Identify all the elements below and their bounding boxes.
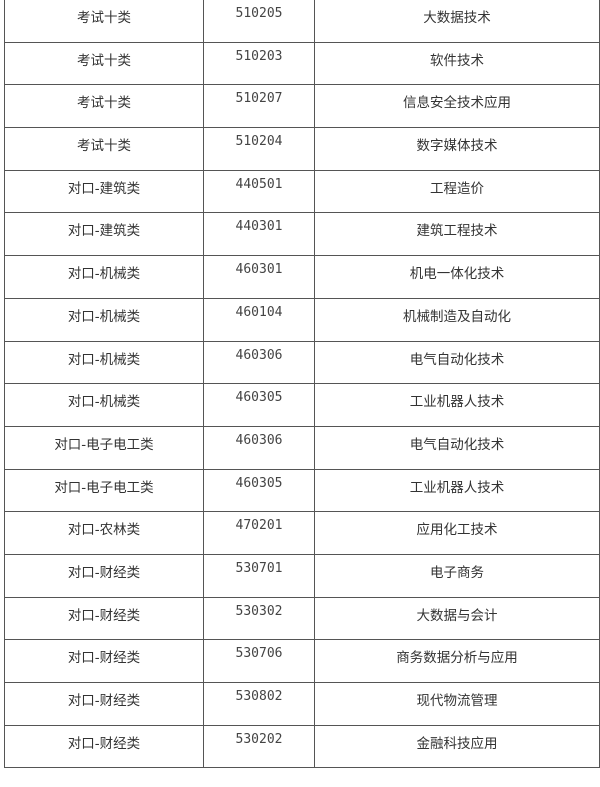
major-cell: 金融科技应用 (314, 724, 600, 769)
major-cell: 大数据技术 (314, 0, 600, 43)
major-cell: 现代物流管理 (314, 682, 600, 726)
major-cell: 工业机器人技术 (314, 468, 600, 513)
table-row: 考试十类 510204 数字媒体技术 (4, 127, 600, 171)
major-cell: 建筑工程技术 (314, 212, 600, 257)
table-row: 对口-建筑类 440501 工程造价 (4, 169, 600, 214)
code-cell: 460104 (203, 297, 315, 342)
category-cell: 对口-财经类 (4, 553, 204, 598)
code-cell: 440301 (203, 212, 315, 257)
major-cell: 应用化工技术 (314, 511, 600, 555)
table-row: 考试十类 510203 软件技术 (4, 41, 600, 86)
table-row: 对口-财经类 530706 商务数据分析与应用 (4, 639, 600, 683)
code-cell: 460306 (203, 425, 315, 470)
major-cell: 信息安全技术应用 (314, 84, 600, 129)
category-cell: 对口-建筑类 (4, 212, 204, 257)
table-row: 对口-机械类 460104 机械制造及自动化 (4, 297, 600, 342)
category-cell: 对口-电子电工类 (4, 468, 204, 513)
table-row: 对口-机械类 460305 工业机器人技术 (4, 383, 600, 427)
table-row: 对口-财经类 530302 大数据与会计 (4, 596, 600, 641)
code-cell: 530706 (203, 639, 315, 683)
category-cell: 考试十类 (4, 0, 204, 43)
category-cell: 对口-机械类 (4, 297, 204, 342)
table-row: 对口-电子电工类 460305 工业机器人技术 (4, 468, 600, 513)
code-cell: 530701 (203, 553, 315, 598)
major-cell: 机械制造及自动化 (314, 297, 600, 342)
table-row: 对口-财经类 530802 现代物流管理 (4, 682, 600, 726)
category-cell: 对口-农林类 (4, 511, 204, 555)
category-cell: 对口-财经类 (4, 724, 204, 769)
code-cell: 460301 (203, 255, 315, 299)
code-cell: 460306 (203, 340, 315, 385)
major-cell: 软件技术 (314, 41, 600, 86)
major-cell: 电气自动化技术 (314, 340, 600, 385)
code-cell: 530302 (203, 596, 315, 641)
code-cell: 470201 (203, 511, 315, 555)
table-row: 对口-机械类 460301 机电一体化技术 (4, 255, 600, 299)
major-cell: 电子商务 (314, 553, 600, 598)
major-cell: 工业机器人技术 (314, 383, 600, 427)
majors-table: 考试十类 510205 大数据技术 考试十类 510203 软件技术 考试十类 510207 信… (4, 0, 600, 769)
code-cell: 510204 (203, 127, 315, 171)
code-cell: 460305 (203, 383, 315, 427)
major-cell: 机电一体化技术 (314, 255, 600, 299)
major-cell: 大数据与会计 (314, 596, 600, 641)
major-cell: 商务数据分析与应用 (314, 639, 600, 683)
code-cell: 460305 (203, 468, 315, 513)
major-cell: 工程造价 (314, 169, 600, 214)
major-cell: 电气自动化技术 (314, 425, 600, 470)
table-row: 对口-财经类 530701 电子商务 (4, 553, 600, 598)
category-cell: 对口-机械类 (4, 255, 204, 299)
category-cell: 对口-财经类 (4, 639, 204, 683)
table-row: 考试十类 510205 大数据技术 (4, 0, 600, 43)
code-cell: 530202 (203, 724, 315, 769)
code-cell: 510203 (203, 41, 315, 86)
category-cell: 对口-机械类 (4, 383, 204, 427)
code-cell: 510205 (203, 0, 315, 43)
table-row: 对口-机械类 460306 电气自动化技术 (4, 340, 600, 385)
table-row: 对口-农林类 470201 应用化工技术 (4, 511, 600, 555)
category-cell: 对口-建筑类 (4, 169, 204, 214)
category-cell: 考试十类 (4, 127, 204, 171)
table-row: 对口-建筑类 440301 建筑工程技术 (4, 212, 600, 257)
category-cell: 对口-财经类 (4, 596, 204, 641)
code-cell: 530802 (203, 682, 315, 726)
major-cell: 数字媒体技术 (314, 127, 600, 171)
category-cell: 对口-电子电工类 (4, 425, 204, 470)
code-cell: 440501 (203, 169, 315, 214)
table-row: 对口-财经类 530202 金融科技应用 (4, 724, 600, 769)
table-row: 考试十类 510207 信息安全技术应用 (4, 84, 600, 129)
category-cell: 对口-机械类 (4, 340, 204, 385)
code-cell: 510207 (203, 84, 315, 129)
table-row: 对口-电子电工类 460306 电气自动化技术 (4, 425, 600, 470)
category-cell: 考试十类 (4, 41, 204, 86)
category-cell: 对口-财经类 (4, 682, 204, 726)
category-cell: 考试十类 (4, 84, 204, 129)
